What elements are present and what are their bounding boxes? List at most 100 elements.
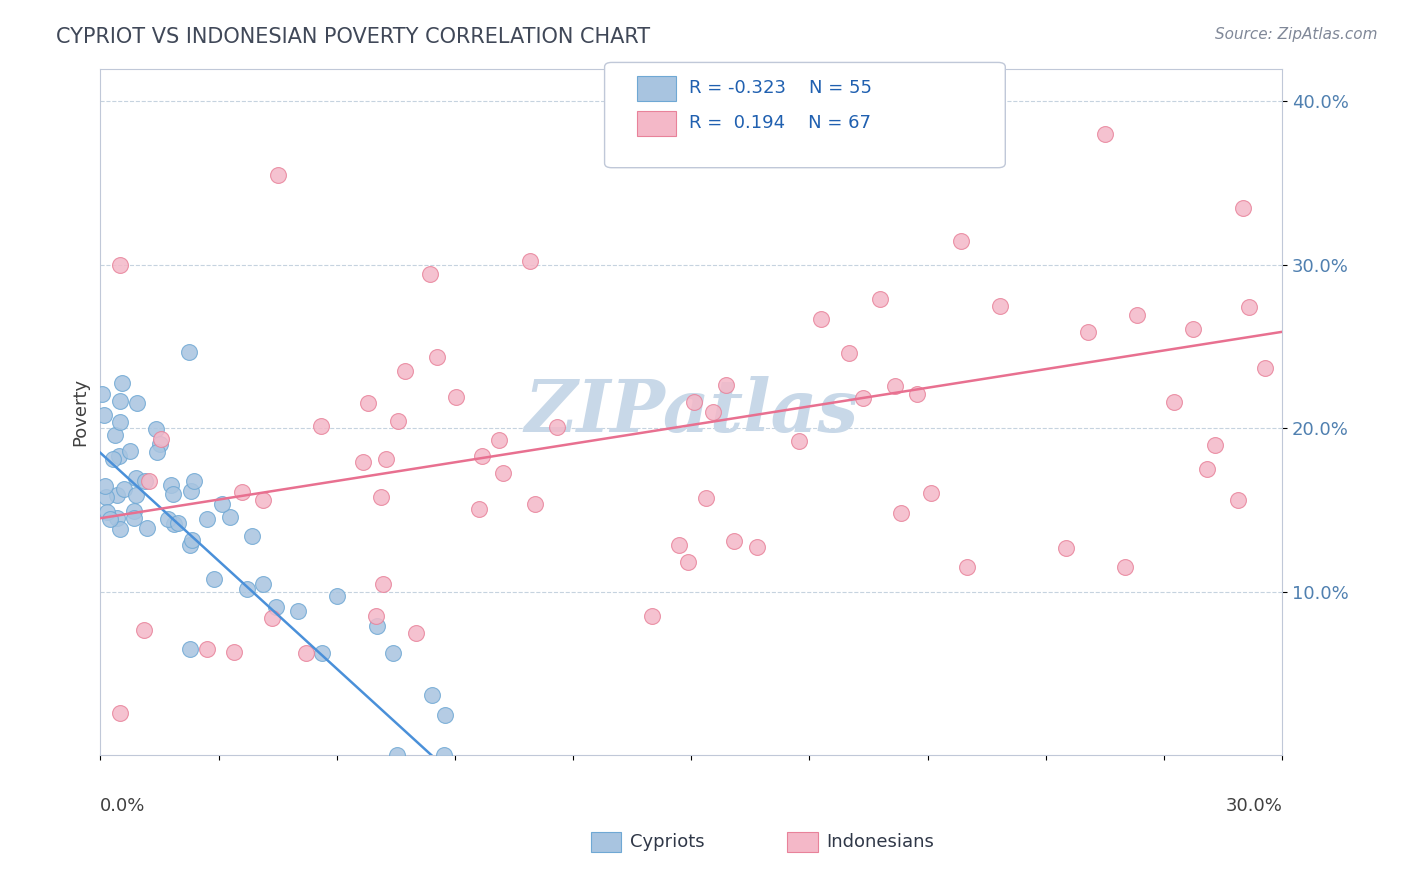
Point xyxy=(162,487,184,501)
Point xyxy=(668,538,690,552)
Point xyxy=(1126,308,1149,322)
Point xyxy=(405,625,427,640)
Point xyxy=(124,511,146,525)
Point xyxy=(195,641,218,656)
Point xyxy=(471,449,494,463)
Point xyxy=(366,609,388,624)
Point xyxy=(149,436,172,450)
Point xyxy=(852,391,875,405)
Point xyxy=(111,376,134,391)
Point xyxy=(676,555,699,569)
Text: CYPRIOT VS INDONESIAN POVERTY CORRELATION CHART: CYPRIOT VS INDONESIAN POVERTY CORRELATIO… xyxy=(56,27,651,46)
Point xyxy=(869,292,891,306)
Point xyxy=(266,168,288,182)
Point xyxy=(156,512,179,526)
Point xyxy=(266,600,288,615)
Point xyxy=(160,478,183,492)
Point xyxy=(96,505,118,519)
Point xyxy=(366,619,388,633)
Point xyxy=(180,483,202,498)
Point xyxy=(295,646,318,660)
Point xyxy=(745,540,768,554)
Text: R = -0.323    N = 55: R = -0.323 N = 55 xyxy=(689,79,872,97)
Point xyxy=(110,393,132,408)
Point xyxy=(382,646,405,660)
Point xyxy=(100,512,122,526)
Point xyxy=(387,414,409,428)
Point xyxy=(162,516,184,531)
Point xyxy=(110,415,132,429)
Point xyxy=(394,364,416,378)
Point xyxy=(434,707,457,722)
Point xyxy=(956,560,979,574)
Point xyxy=(1204,438,1226,452)
Point xyxy=(150,432,173,446)
Point xyxy=(1254,360,1277,375)
Point xyxy=(426,350,449,364)
Point xyxy=(177,344,200,359)
Point xyxy=(138,474,160,488)
Point xyxy=(127,396,149,410)
Point xyxy=(107,450,129,464)
Text: 30.0%: 30.0% xyxy=(1226,797,1282,814)
Point xyxy=(546,419,568,434)
Point xyxy=(1114,560,1136,574)
Point xyxy=(132,623,155,637)
Point xyxy=(195,512,218,526)
Point xyxy=(105,510,128,524)
Point xyxy=(311,646,333,660)
Point xyxy=(419,267,441,281)
Point xyxy=(252,577,274,591)
Point xyxy=(890,507,912,521)
Point xyxy=(1197,462,1219,476)
Point xyxy=(122,504,145,518)
Point xyxy=(101,451,124,466)
Point xyxy=(240,529,263,543)
Text: Cypriots: Cypriots xyxy=(630,833,704,851)
Point xyxy=(433,748,456,763)
Point xyxy=(287,604,309,618)
Point xyxy=(260,610,283,624)
Point xyxy=(1094,127,1116,141)
Point xyxy=(1226,492,1249,507)
Point xyxy=(838,346,860,360)
Point xyxy=(468,501,491,516)
Point xyxy=(211,497,233,511)
Point xyxy=(1232,201,1254,215)
Point xyxy=(326,589,349,603)
Point xyxy=(125,471,148,485)
Point xyxy=(385,748,408,763)
Point xyxy=(990,299,1012,313)
Text: ZIPatlas: ZIPatlas xyxy=(524,376,858,448)
Point xyxy=(488,433,510,447)
Point xyxy=(519,254,541,268)
Point xyxy=(492,466,515,480)
Point xyxy=(524,498,547,512)
Point xyxy=(352,455,374,469)
Point xyxy=(91,387,114,401)
Text: Source: ZipAtlas.com: Source: ZipAtlas.com xyxy=(1215,27,1378,42)
Point xyxy=(723,533,745,548)
Point xyxy=(444,390,467,404)
Point xyxy=(641,609,664,624)
Point xyxy=(950,234,973,248)
Point xyxy=(96,491,118,505)
Point xyxy=(683,394,706,409)
Text: Indonesians: Indonesians xyxy=(827,833,935,851)
Point xyxy=(837,106,859,120)
Point xyxy=(93,408,115,422)
Point xyxy=(1163,394,1185,409)
Point xyxy=(112,482,135,496)
Point xyxy=(252,492,274,507)
Point xyxy=(375,451,398,466)
Point xyxy=(787,434,810,448)
Point xyxy=(1237,301,1260,315)
Text: R =  0.194    N = 67: R = 0.194 N = 67 xyxy=(689,114,870,132)
Point xyxy=(94,479,117,493)
Text: 0.0%: 0.0% xyxy=(100,797,146,814)
Point xyxy=(104,428,127,442)
Point xyxy=(309,419,332,434)
Point xyxy=(145,422,167,436)
Point xyxy=(167,516,190,530)
Point xyxy=(231,484,253,499)
